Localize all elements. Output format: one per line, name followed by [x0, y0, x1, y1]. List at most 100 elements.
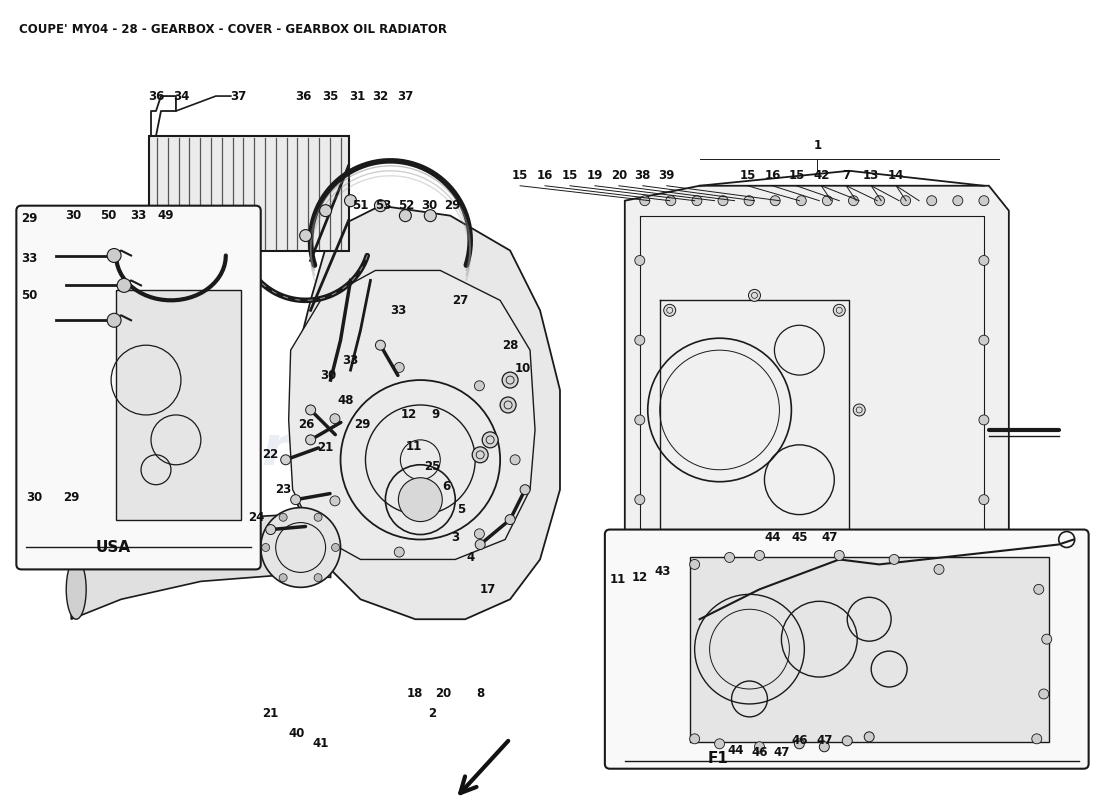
Circle shape [425, 210, 437, 222]
Circle shape [796, 196, 806, 206]
Circle shape [279, 514, 287, 522]
Circle shape [279, 574, 287, 582]
Circle shape [834, 563, 845, 575]
Circle shape [475, 539, 485, 550]
Circle shape [979, 574, 989, 584]
Text: 21: 21 [263, 707, 278, 721]
Circle shape [280, 455, 290, 465]
Text: 19: 19 [586, 170, 603, 182]
Text: 14: 14 [888, 170, 904, 182]
Text: 47: 47 [821, 531, 837, 544]
Circle shape [1032, 734, 1042, 744]
Text: 29: 29 [444, 199, 461, 212]
Bar [148, 136, 349, 250]
Circle shape [926, 196, 937, 206]
Circle shape [678, 649, 688, 659]
Text: 46: 46 [751, 746, 768, 759]
Circle shape [770, 196, 780, 206]
Circle shape [690, 734, 700, 744]
Bar [117, 290, 241, 519]
Circle shape [979, 494, 989, 505]
Circle shape [399, 210, 411, 222]
Text: 30: 30 [421, 199, 438, 212]
Text: 5: 5 [458, 503, 465, 516]
FancyBboxPatch shape [16, 206, 261, 570]
Text: 49: 49 [157, 209, 174, 222]
Circle shape [748, 290, 760, 302]
Text: 48: 48 [338, 394, 354, 406]
Circle shape [290, 494, 300, 505]
Text: 38: 38 [635, 170, 651, 182]
Circle shape [374, 200, 386, 212]
Circle shape [794, 739, 804, 749]
Circle shape [261, 508, 341, 587]
Text: 28: 28 [502, 338, 518, 352]
Circle shape [472, 447, 488, 462]
Circle shape [744, 196, 755, 206]
Circle shape [262, 543, 270, 551]
Circle shape [640, 649, 650, 659]
Text: 6: 6 [442, 480, 450, 493]
Circle shape [330, 414, 340, 424]
Text: 18: 18 [407, 687, 424, 701]
Circle shape [715, 649, 725, 659]
Text: 42: 42 [813, 170, 829, 182]
Circle shape [500, 397, 516, 413]
Circle shape [715, 739, 725, 749]
Text: 50: 50 [21, 289, 37, 302]
Text: USA: USA [96, 540, 131, 555]
Circle shape [979, 415, 989, 425]
Circle shape [1042, 634, 1052, 644]
Circle shape [375, 340, 385, 350]
Text: 26: 26 [298, 418, 315, 431]
Text: 16: 16 [537, 170, 553, 182]
Circle shape [752, 649, 762, 659]
Text: 11: 11 [609, 573, 626, 586]
Circle shape [866, 649, 876, 659]
Text: 44: 44 [727, 744, 744, 758]
Text: 32: 32 [372, 90, 388, 102]
Circle shape [502, 372, 518, 388]
Circle shape [718, 196, 728, 206]
Text: 33: 33 [390, 304, 407, 317]
Text: 47: 47 [773, 746, 790, 759]
Text: 12: 12 [400, 409, 417, 422]
Circle shape [820, 742, 829, 752]
Circle shape [635, 574, 645, 584]
Text: 15: 15 [789, 170, 804, 182]
Text: 47: 47 [816, 734, 833, 747]
Text: 29: 29 [354, 418, 371, 431]
Circle shape [107, 249, 121, 262]
Text: 21: 21 [318, 442, 333, 454]
Ellipse shape [66, 559, 86, 619]
Text: 52: 52 [398, 199, 415, 212]
Circle shape [640, 196, 650, 206]
Circle shape [482, 432, 498, 448]
Polygon shape [288, 270, 535, 559]
Circle shape [854, 404, 866, 416]
Text: 29: 29 [21, 212, 37, 225]
Circle shape [663, 563, 675, 575]
Circle shape [903, 649, 913, 659]
Circle shape [755, 742, 764, 752]
Polygon shape [290, 206, 560, 619]
Circle shape [474, 381, 484, 390]
Text: 45: 45 [791, 531, 807, 544]
Text: 12: 12 [631, 571, 648, 584]
Text: 29: 29 [63, 491, 79, 504]
Polygon shape [72, 514, 331, 619]
Circle shape [1038, 689, 1048, 699]
Circle shape [748, 578, 760, 590]
Text: 30: 30 [26, 491, 43, 504]
Text: 31: 31 [350, 90, 365, 102]
Text: 40: 40 [288, 727, 305, 740]
Text: F1: F1 [707, 751, 728, 766]
Text: 23: 23 [275, 483, 292, 496]
Circle shape [979, 335, 989, 345]
Circle shape [320, 205, 331, 217]
Text: 9: 9 [431, 409, 439, 422]
Circle shape [828, 649, 838, 659]
Text: 30: 30 [65, 209, 81, 222]
Circle shape [755, 550, 764, 561]
Text: 44: 44 [764, 531, 781, 544]
